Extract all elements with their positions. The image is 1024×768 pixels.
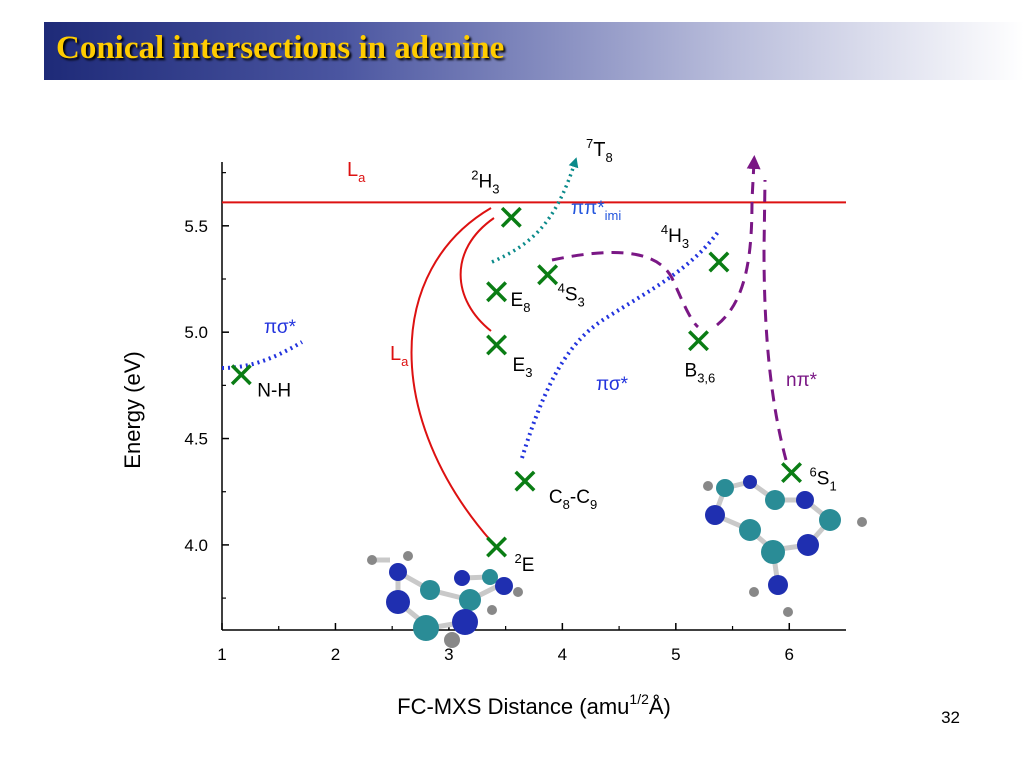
point-label-sub: 1 — [829, 479, 836, 494]
y-tick-label: 5.5 — [184, 217, 208, 236]
y-tick-label: 4.5 — [184, 430, 208, 449]
la-mid-label-main: L — [390, 343, 401, 365]
marker-8 — [708, 251, 730, 273]
molecule-right — [703, 475, 867, 617]
point-label-pre: 2 — [471, 167, 478, 182]
point-label-main: S — [817, 469, 830, 490]
point-label-sub: 3 — [682, 236, 689, 251]
y-tick-label: 5.0 — [184, 323, 208, 342]
slide-number: 32 — [941, 708, 960, 727]
tick-labels: 1 2 3 4 5 64.04.55.05.5 — [184, 217, 794, 664]
t8-label-pre: 7 — [586, 136, 593, 151]
point-label-sub: 3 — [525, 365, 532, 380]
point-label-mid: -C — [570, 487, 590, 508]
t8-label-sub: 8 — [605, 150, 612, 165]
t8-label: 7T8 — [586, 136, 613, 165]
x-axis-label-tail: Å) — [649, 694, 671, 719]
point-label-main: N-H — [257, 381, 291, 402]
point-label-pre: 4 — [661, 222, 668, 237]
point-label-sub: 8 — [523, 300, 530, 315]
marker-6 — [537, 264, 559, 286]
point-label-2: C8-C9 — [549, 487, 597, 512]
point-label-5: 2H3 — [471, 167, 499, 196]
x-tick-label: 1 — [217, 645, 226, 664]
la-mid-label-sub: a — [401, 354, 409, 369]
pipi-imi-curve — [491, 157, 579, 264]
point-label-main: E — [522, 555, 535, 576]
marker-7 — [688, 330, 709, 352]
crossing-markers — [230, 206, 803, 558]
axes — [221, 162, 846, 631]
ticks — [221, 172, 791, 630]
la-top-label-sub: a — [358, 170, 366, 185]
title-bar: Conical intersections in adenine — [44, 22, 1024, 80]
marker-1 — [486, 536, 508, 558]
point-label-8: 4H3 — [661, 222, 689, 251]
point-label-main: S — [565, 285, 578, 306]
pipi-imi-label-main: ππ* — [571, 198, 605, 219]
x-tick-label: 2 — [331, 645, 340, 664]
pisigma-mid-label: πσ* — [596, 374, 629, 395]
x-tick-label: 5 — [671, 645, 680, 664]
la-curve-to-2E — [410, 207, 492, 542]
la-mid-label: La — [390, 343, 409, 369]
point-label-0: N-H — [257, 381, 291, 402]
point-label-main: E — [511, 290, 524, 311]
x-axis-label: FC-MXS Distance (amu1/2Å) — [397, 691, 671, 719]
y-axis-label: Energy (eV) — [120, 351, 145, 468]
marker-9 — [781, 462, 803, 484]
npi-curve-b36-up — [716, 155, 761, 327]
point-label-sub: 3,6 — [697, 371, 715, 386]
point-label-main: E — [513, 355, 526, 376]
point-label-sub: 3 — [492, 181, 499, 196]
y-tick-label: 4.0 — [184, 536, 208, 555]
pisigma-c8c9-curve — [520, 230, 720, 459]
point-label-pre: 6 — [810, 465, 817, 480]
point-label-6: 4S3 — [558, 281, 585, 310]
npi-label: nπ* — [786, 370, 818, 391]
x-tick-label: 6 — [785, 645, 794, 664]
la-top-label: La — [347, 159, 366, 185]
x-tick-label: 3 — [444, 645, 453, 664]
point-label-pre: 2 — [515, 551, 522, 566]
point-label-main: H — [479, 171, 493, 192]
point-label-pre: 4 — [558, 281, 565, 296]
marker-0 — [230, 364, 252, 386]
pipi-imi-label-sub: imi — [605, 208, 622, 223]
point-label-sub: 8 — [563, 497, 570, 512]
point-label-7: B3,6 — [685, 361, 716, 386]
marker-2 — [514, 470, 536, 492]
point-label-main: H — [668, 226, 682, 247]
pisigma-nh-curve — [221, 340, 304, 370]
x-axis-label-sup: 1/2 — [629, 691, 649, 707]
point-label-4: E8 — [511, 290, 531, 315]
point-label-sub2: 9 — [590, 497, 597, 512]
la-curve-to-E3 — [459, 217, 495, 332]
marker-4 — [486, 281, 508, 303]
t8-label-main: T — [593, 139, 605, 161]
point-label-sub: 3 — [578, 295, 585, 310]
npi-curve-6s1-up — [762, 179, 788, 461]
pipi-imi-label: ππ*imi — [571, 198, 621, 223]
x-axis-label-main: FC-MXS Distance (amu — [397, 694, 629, 719]
marker-5 — [500, 206, 522, 228]
marker-3 — [486, 334, 508, 356]
point-label-9: 6S1 — [810, 465, 837, 494]
la-top-label-main: L — [347, 159, 358, 181]
x-tick-label: 4 — [558, 645, 567, 664]
pathways — [221, 155, 788, 542]
npi-curve-4s3-b36 — [551, 250, 700, 329]
point-label-1: 2E — [515, 551, 535, 576]
point-label-main: C — [549, 487, 563, 508]
point-label-3: E3 — [513, 355, 533, 380]
pisigma-left-label: πσ* — [264, 317, 297, 338]
slide-title: Conical intersections in adenine — [56, 30, 505, 66]
molecule-left — [367, 551, 523, 648]
point-label-main: B — [685, 361, 698, 382]
